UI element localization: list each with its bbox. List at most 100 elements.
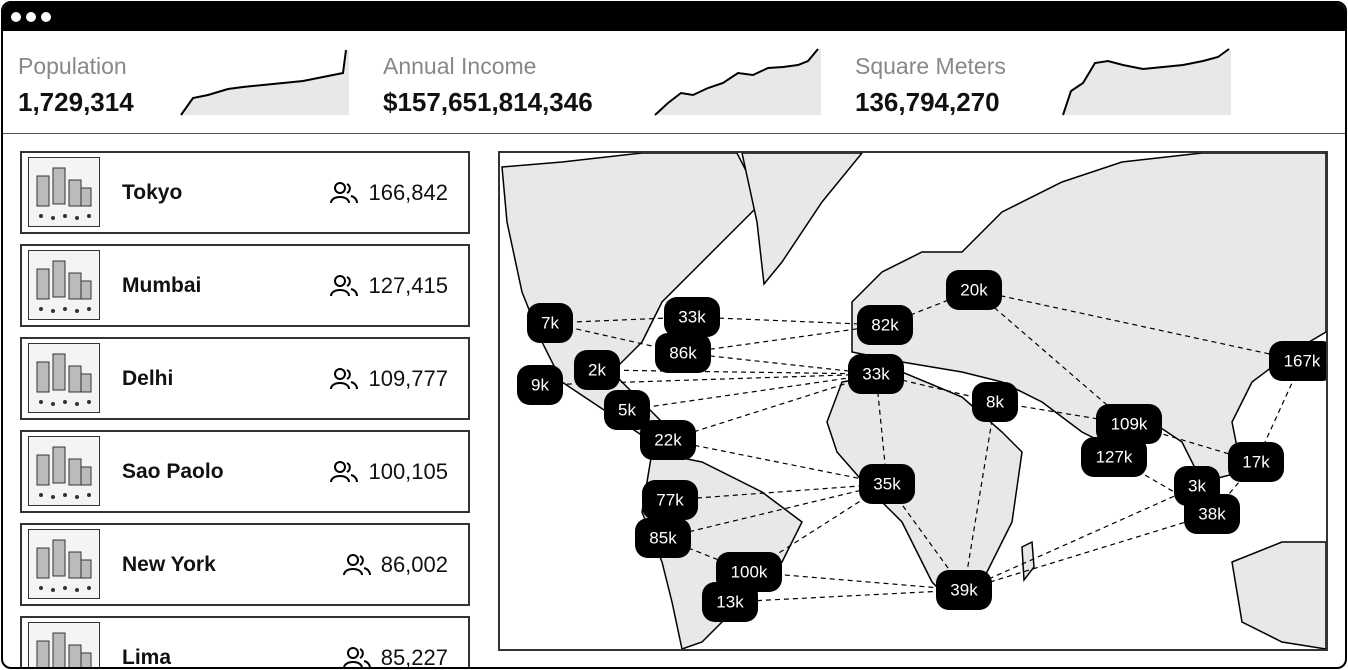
marker-badge xyxy=(946,270,1002,310)
population-value: 166,842 xyxy=(368,180,448,205)
route xyxy=(669,483,888,501)
city-population: 100,105 xyxy=(330,459,448,485)
route xyxy=(662,537,750,573)
route xyxy=(662,483,888,539)
marker-label: 17k xyxy=(1242,453,1270,472)
map-marker[interactable]: 33k xyxy=(664,297,720,337)
route xyxy=(667,373,877,441)
marker-badge xyxy=(859,464,915,504)
marker-badge xyxy=(640,420,696,460)
city-icon xyxy=(28,250,100,320)
marker-badge xyxy=(517,365,563,405)
stat-value: 136,794,270 xyxy=(855,87,1000,117)
population-value: 100,105 xyxy=(368,459,448,484)
map-marker[interactable]: 86k xyxy=(655,333,711,373)
map-marker[interactable]: 22k xyxy=(640,420,696,460)
map-marker[interactable]: 9k xyxy=(517,365,563,405)
city-card[interactable]: Lima 85,227 xyxy=(20,616,470,669)
stat-value: 1,729,314 xyxy=(18,87,134,117)
route xyxy=(729,589,965,603)
marker-label: 20k xyxy=(960,281,988,300)
marker-badge xyxy=(848,354,904,394)
map-marker[interactable]: 5k xyxy=(604,390,650,430)
title-bar xyxy=(3,3,1345,31)
map-marker[interactable]: 17k xyxy=(1228,442,1284,482)
marker-badge xyxy=(642,480,698,520)
marker-badge xyxy=(1228,442,1284,482)
map-marker[interactable]: 20k xyxy=(946,270,1002,310)
map-marker[interactable]: 109k xyxy=(1096,404,1162,444)
map-marker[interactable]: 2k xyxy=(574,350,620,390)
window-dot[interactable] xyxy=(11,12,21,22)
city-population: 109,777 xyxy=(330,366,448,392)
city-icon xyxy=(28,622,100,667)
marker-badge xyxy=(664,297,720,337)
city-card[interactable]: Tokyo 166,842 xyxy=(20,151,470,234)
population-value: 85,227 xyxy=(380,645,448,669)
window-dot[interactable] xyxy=(26,12,36,22)
route xyxy=(973,289,1130,425)
marker-label: 2k xyxy=(588,361,606,380)
marker-badge xyxy=(936,570,992,610)
marker-badge xyxy=(635,518,691,558)
map-marker[interactable]: 7k xyxy=(527,303,573,343)
map-marker[interactable]: 35k xyxy=(859,464,915,504)
route xyxy=(596,369,877,375)
marker-label: 109k xyxy=(1111,415,1148,434)
route xyxy=(682,324,886,354)
map-marker[interactable]: 38k xyxy=(1184,494,1240,534)
map-marker[interactable]: 82k xyxy=(857,305,913,345)
city-icon xyxy=(28,157,100,227)
city-population: 166,842 xyxy=(330,180,448,206)
city-card[interactable]: New York 86,002 xyxy=(20,523,470,606)
city-card[interactable]: Mumbai 127,415 xyxy=(20,244,470,327)
city-name: New York xyxy=(122,553,216,576)
map-marker[interactable]: 85k xyxy=(635,518,691,558)
window-dot[interactable] xyxy=(41,12,51,22)
marker-badge xyxy=(1269,341,1326,381)
city-name: Delhi xyxy=(122,367,174,390)
map-marker[interactable]: 167k xyxy=(1269,341,1328,381)
marker-label: 86k xyxy=(669,344,697,363)
marker-badge xyxy=(527,303,573,343)
map-marker[interactable]: 39k xyxy=(936,570,992,610)
city-population: 127,415 xyxy=(330,273,448,299)
marker-label: 5k xyxy=(618,401,636,420)
population-value: 86,002 xyxy=(380,552,448,577)
route xyxy=(682,352,877,375)
marker-badge xyxy=(574,350,620,390)
marker-label: 35k xyxy=(873,475,901,494)
marker-badge xyxy=(972,382,1018,422)
marker-badge xyxy=(1096,404,1162,444)
city-population: 85,227 xyxy=(342,645,448,669)
marker-label: 38k xyxy=(1198,505,1226,524)
marker-badge xyxy=(857,305,913,345)
map-marker[interactable]: 127k xyxy=(1081,437,1147,477)
marker-label: 33k xyxy=(678,308,706,327)
marker-label: 39k xyxy=(950,581,978,600)
sparklines xyxy=(180,48,1231,116)
city-name: Sao Paolo xyxy=(122,460,224,483)
map-marker[interactable]: 13k xyxy=(702,582,758,622)
marker-badge xyxy=(702,582,758,622)
population-value: 127,415 xyxy=(368,273,448,298)
marker-label: 167k xyxy=(1284,352,1321,371)
marker-label: 22k xyxy=(654,431,682,450)
city-card[interactable]: Delhi 109,777 xyxy=(20,337,470,420)
marker-label: 127k xyxy=(1096,448,1133,467)
map-marker[interactable]: 8k xyxy=(972,382,1018,422)
city-name: Mumbai xyxy=(122,274,202,297)
route xyxy=(884,289,975,326)
population-value: 109,777 xyxy=(368,366,448,391)
marker-badge xyxy=(655,333,711,373)
world-map: 7k 33k 86k 9k 2k 5k 22k 77k 85k 100k 13k 82k 33k 20k 3… xyxy=(498,151,1328,651)
marker-badge xyxy=(1184,494,1240,534)
map-marker[interactable]: 33k xyxy=(848,354,904,394)
marker-label: 77k xyxy=(656,491,684,510)
city-card[interactable]: Sao Paolo 100,105 xyxy=(20,430,470,513)
marker-label: 85k xyxy=(649,529,677,548)
map-marker[interactable]: 77k xyxy=(642,480,698,520)
stat-value: $157,651,814,346 xyxy=(383,87,593,117)
stat-label: Population xyxy=(18,53,127,79)
